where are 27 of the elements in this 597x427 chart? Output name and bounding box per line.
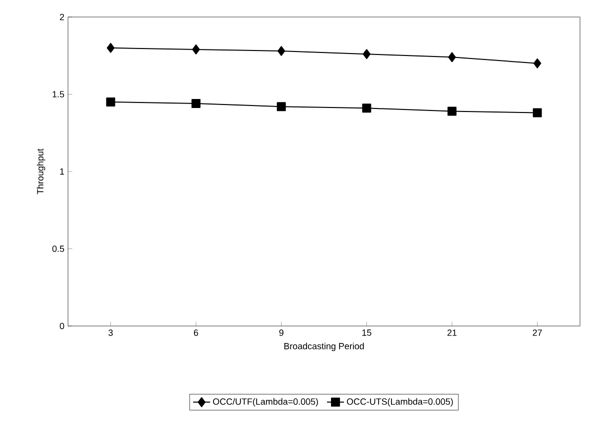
legend-label: OCC-UTS(Lambda=0.005)	[346, 398, 453, 407]
y-tick-label: 0.5	[52, 246, 64, 252]
x-tick-label: 9	[279, 330, 284, 336]
point	[362, 104, 372, 113]
y-tick-label: 2	[60, 14, 64, 20]
point	[532, 108, 542, 118]
point	[106, 42, 115, 53]
point	[277, 46, 286, 56]
point	[448, 106, 456, 116]
legend-label: OCC/UTF(Lambda=0.005)	[213, 398, 318, 407]
point	[448, 52, 456, 62]
x-tick-label: 15	[362, 330, 372, 336]
x-tick-label: 6	[194, 330, 198, 336]
point	[276, 102, 286, 112]
y-axis-title: Throughput	[36, 148, 46, 194]
point	[533, 58, 542, 68]
point	[192, 44, 200, 54]
point	[362, 49, 371, 60]
x-tick-label: 3	[108, 330, 113, 336]
x-tick-label: 21	[447, 330, 457, 336]
y-tick-label: 1	[60, 168, 64, 175]
x-axis-title: Broadcasting Period	[284, 342, 364, 352]
y-tick-label: 0	[60, 322, 64, 330]
x-tick-label: 27	[532, 330, 542, 336]
point	[106, 97, 116, 106]
point	[192, 99, 200, 108]
y-tick-label: 1.5	[52, 91, 64, 98]
